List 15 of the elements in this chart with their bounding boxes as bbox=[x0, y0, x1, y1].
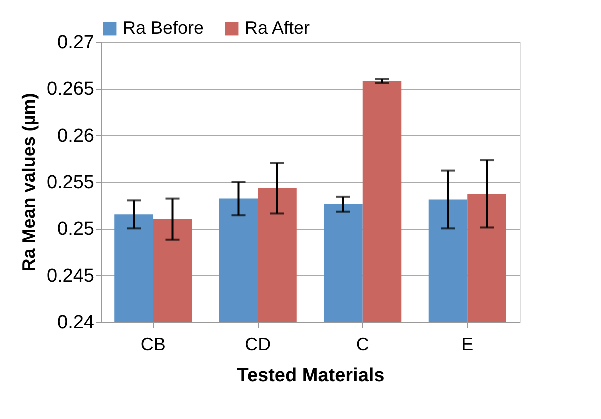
x-tick-label: CD bbox=[245, 334, 272, 354]
legend-label: Ra After bbox=[245, 18, 310, 38]
y-tick-label: 0.26 bbox=[58, 126, 94, 147]
y-tick-label: 0.265 bbox=[46, 79, 94, 100]
y-tick-label: 0.27 bbox=[58, 32, 94, 54]
y-tick-label: 0.25 bbox=[58, 219, 94, 240]
x-tick-label: CB bbox=[140, 334, 166, 354]
y-tick-label: 0.24 bbox=[58, 312, 95, 334]
legend-label: Ra Before bbox=[123, 18, 204, 38]
y-tick-label: 0.255 bbox=[46, 172, 94, 194]
x-tick-label: E bbox=[462, 334, 474, 354]
x-tick-label: C bbox=[356, 334, 370, 354]
y-tick-label: 0.245 bbox=[46, 266, 94, 287]
x-axis-title: Tested Materials bbox=[237, 366, 385, 386]
y-axis-title: Ra Mean values (µm) bbox=[18, 93, 39, 272]
